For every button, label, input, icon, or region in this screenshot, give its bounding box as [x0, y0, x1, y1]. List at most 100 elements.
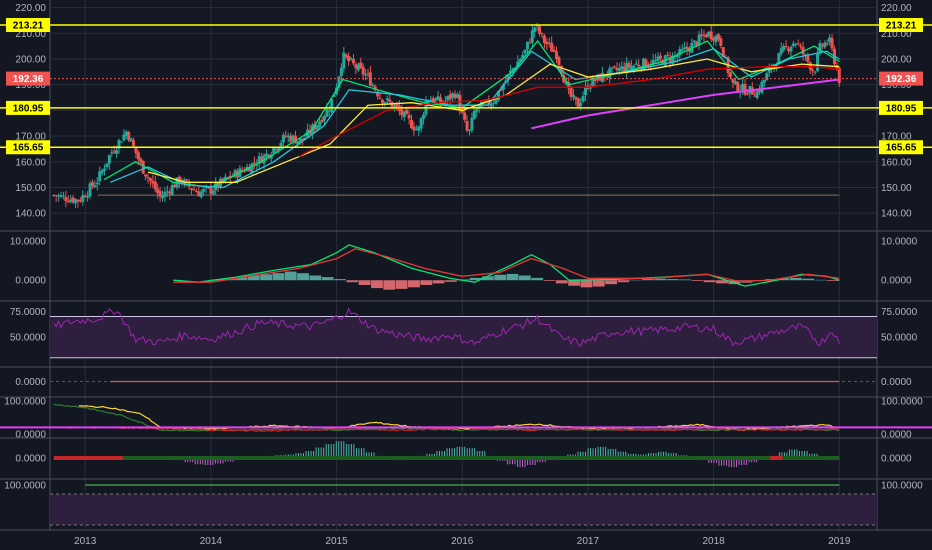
momentum-bar	[466, 448, 468, 458]
candle-body	[581, 96, 585, 102]
macd-histogram-bar	[568, 280, 581, 286]
candle-body	[830, 38, 834, 49]
momentum-bar	[454, 448, 456, 458]
candle-body	[272, 147, 276, 154]
moving-average-line	[147, 58, 840, 183]
candle-body	[709, 31, 713, 40]
candle-body	[463, 112, 467, 120]
candle-body	[243, 170, 247, 172]
candle-body	[204, 187, 208, 189]
candle-body	[825, 43, 829, 45]
candle-body	[59, 195, 63, 197]
candle-body	[820, 44, 824, 46]
momentum-bar	[358, 448, 360, 458]
candle-body	[509, 70, 513, 74]
candle-body	[330, 98, 334, 113]
momentum-bar	[517, 458, 519, 468]
momentum-bar	[471, 448, 473, 458]
candle-body	[467, 130, 471, 132]
momentum-bar	[459, 446, 461, 458]
momentum-bar	[204, 458, 206, 465]
momentum-bar	[736, 458, 738, 468]
momentum-bar	[451, 448, 453, 458]
price-level-tag-right	[879, 18, 923, 33]
momentum-bar	[484, 451, 486, 458]
candle-body	[521, 54, 525, 59]
macd-histogram-bar	[469, 277, 482, 281]
dmi-line	[53, 403, 840, 432]
candle-body	[465, 120, 469, 131]
momentum-bar	[209, 458, 211, 465]
price-level-label-left: 180.95	[13, 103, 44, 114]
current-price-label-left: 192.36	[13, 74, 44, 85]
candle-body	[811, 69, 815, 71]
momentum-bar	[673, 453, 675, 458]
candle-body	[291, 135, 295, 141]
momentum-bar	[509, 458, 511, 465]
momentum-bar	[650, 453, 652, 458]
candle-body	[356, 64, 360, 71]
candle-body	[496, 90, 500, 101]
candle-body	[506, 74, 510, 80]
candle-body	[436, 96, 440, 101]
momentum-bar	[527, 458, 529, 465]
candle-body	[146, 176, 150, 178]
candle-body	[574, 96, 578, 100]
candle-body	[192, 189, 196, 191]
candle-body	[209, 186, 213, 194]
candle-body	[487, 98, 491, 105]
macd-histogram-bar	[272, 273, 285, 281]
momentum-bar	[542, 458, 544, 463]
candle-body	[173, 184, 177, 188]
candle-body	[808, 62, 812, 70]
candle-body	[81, 195, 85, 202]
candle-body	[347, 56, 351, 62]
candle-body	[758, 89, 762, 93]
momentum-bar	[544, 458, 546, 463]
candle-body	[518, 59, 522, 62]
momentum-bar	[214, 458, 216, 464]
momentum-bar	[635, 453, 637, 458]
candle-body	[260, 156, 264, 163]
candle-body	[579, 102, 583, 106]
candle-body	[685, 46, 689, 50]
candle-body	[767, 67, 771, 73]
candle-body	[405, 109, 409, 115]
momentum-bar	[783, 452, 785, 458]
momentum-bar	[529, 458, 531, 465]
x-tick-label: 2013	[74, 536, 97, 547]
candle-body	[733, 81, 737, 84]
candle-body	[170, 185, 174, 195]
candle-body	[576, 98, 580, 108]
momentum-bar	[590, 448, 592, 458]
rsi-axis-label-right: 75.0000	[881, 307, 918, 318]
candle-body	[257, 156, 261, 164]
candle-body	[202, 189, 206, 192]
momentum-bar	[610, 448, 612, 458]
candle-body	[666, 54, 670, 56]
y-tick-label-right: 140.00	[881, 209, 912, 220]
momentum-bar	[751, 458, 753, 463]
candle-body	[675, 55, 679, 58]
momentum-bar	[305, 451, 307, 458]
candle-body	[366, 73, 370, 75]
macd-histogram-bar	[358, 280, 371, 285]
momentum-bar	[786, 452, 788, 458]
momentum-bar	[796, 449, 798, 458]
momentum-bar	[433, 453, 435, 458]
momentum-bar	[506, 458, 508, 465]
candle-body	[569, 87, 573, 97]
candle-body	[318, 121, 322, 127]
y-tick-label-left: 220.00	[15, 3, 46, 14]
candle-body	[646, 65, 650, 67]
candle-body	[240, 169, 244, 171]
momentum-bar	[297, 453, 299, 458]
momentum-bar	[350, 444, 352, 458]
macd-histogram-bar	[432, 280, 445, 284]
candle-body	[371, 85, 375, 87]
candle-body	[528, 42, 532, 44]
macd-histogram-bar	[679, 279, 691, 281]
candle-body	[516, 61, 520, 67]
momentum-bar	[607, 448, 609, 458]
